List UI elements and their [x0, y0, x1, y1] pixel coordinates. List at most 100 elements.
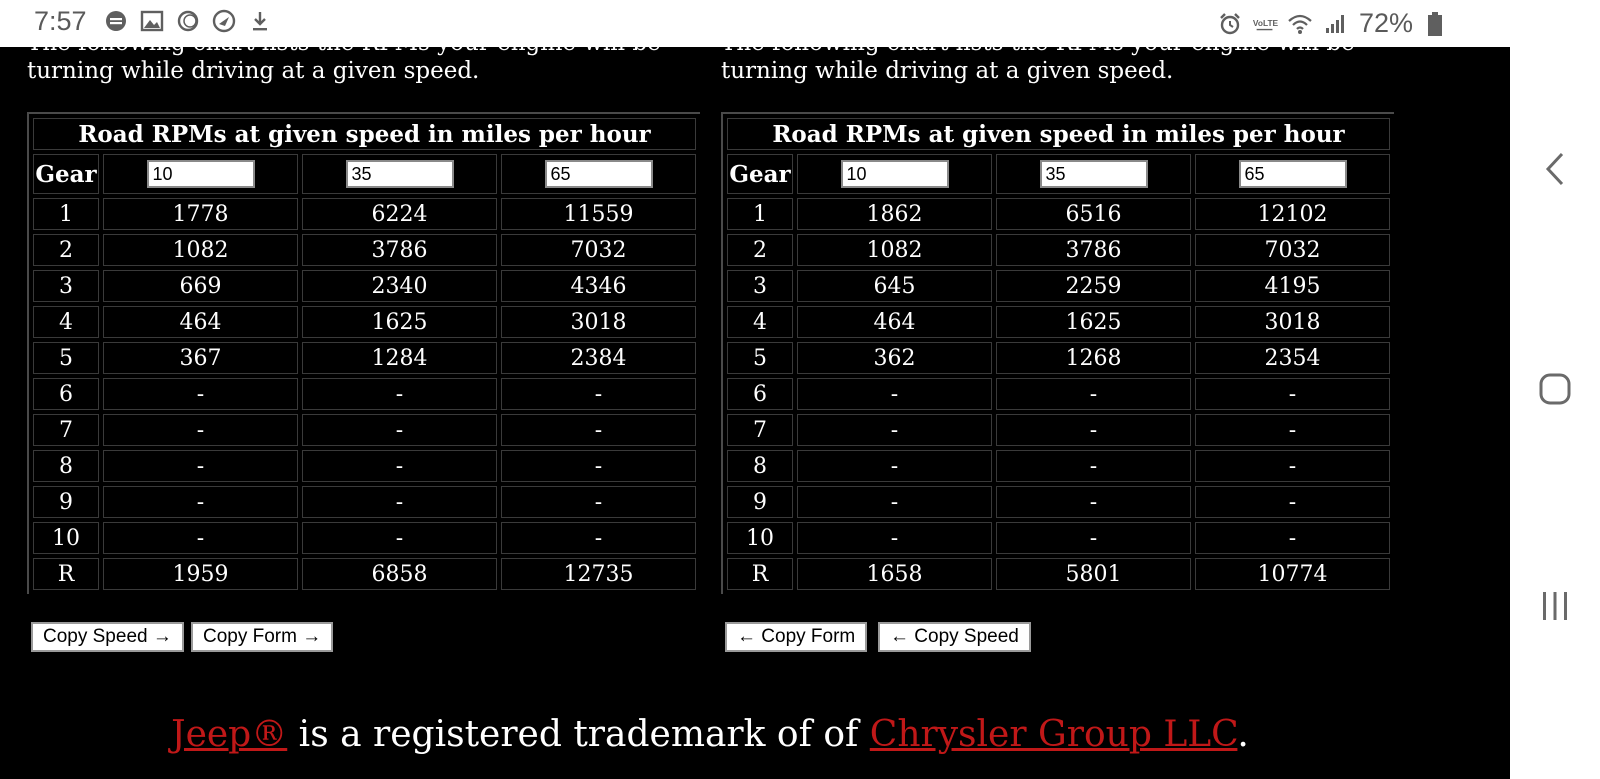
table-row: 2 1082 3786 7032: [33, 234, 696, 266]
jeep-link[interactable]: Jeep®: [171, 714, 288, 755]
gear-header: Gear: [727, 154, 793, 194]
rpm-cell: 1959: [103, 558, 298, 590]
table-row: 4 464 1625 3018: [33, 306, 696, 338]
gear-cell: 7: [33, 414, 99, 446]
status-right-icons: VoLTE 72%: [1217, 8, 1448, 39]
copy-form-left-button[interactable]: ← Copy Form: [725, 622, 868, 652]
rpm-cell: -: [996, 414, 1191, 446]
copy-form-right-button[interactable]: Copy Form →: [191, 622, 334, 652]
rpm-cell: -: [103, 450, 298, 482]
wifi-icon: [1287, 11, 1313, 37]
intro-text-right: The following chart lists the RPMs your …: [721, 47, 1355, 84]
table-row: R 1658 5801 10774: [727, 558, 1390, 590]
gear-cell: R: [33, 558, 99, 590]
table-row: 2 1082 3786 7032: [727, 234, 1390, 266]
gear-cell: 4: [727, 306, 793, 338]
gear-cell: 3: [33, 270, 99, 302]
rpm-cell: 2340: [302, 270, 497, 302]
rpm-cell: 12102: [1195, 198, 1390, 230]
rpm-cell: -: [1195, 414, 1390, 446]
footer-period: .: [1237, 714, 1249, 755]
speed-input-1[interactable]: [1039, 160, 1148, 188]
gear-cell: 1: [33, 198, 99, 230]
recents-icon[interactable]: [1532, 583, 1578, 629]
rpm-cell: 6516: [996, 198, 1191, 230]
alarm-icon: [1217, 11, 1243, 37]
rpm-cell: -: [302, 450, 497, 482]
table-row: 3 645 2259 4195: [727, 270, 1390, 302]
rpm-cell: -: [1195, 486, 1390, 518]
gear-cell: 4: [33, 306, 99, 338]
web-content: The following chart lists the RPMs your …: [0, 47, 1510, 779]
speed-input-0[interactable]: [146, 160, 255, 188]
rpm-cell: -: [302, 378, 497, 410]
gear-cell: 6: [727, 378, 793, 410]
rpm-cell: 12735: [501, 558, 696, 590]
gear-cell: 9: [33, 486, 99, 518]
rpm-cell: -: [103, 378, 298, 410]
back-icon[interactable]: [1532, 146, 1578, 192]
rpm-cell: -: [501, 486, 696, 518]
rpm-table-left: Road RPMs at given speed in miles per ho…: [27, 112, 700, 594]
rpm-cell: -: [1195, 522, 1390, 554]
speed-input-cell: [797, 154, 992, 194]
rpm-cell: 7032: [1195, 234, 1390, 266]
gear-cell: 8: [727, 450, 793, 482]
status-time: 7:57: [34, 6, 87, 36]
signal-icon: [1322, 11, 1348, 37]
rpm-cell: -: [797, 414, 992, 446]
rpm-cell: 1625: [996, 306, 1191, 338]
gear-cell: R: [727, 558, 793, 590]
rpm-cell: 2259: [996, 270, 1191, 302]
rpm-cell: 1778: [103, 198, 298, 230]
table-row: 7---: [33, 414, 696, 446]
gear-cell: 9: [727, 486, 793, 518]
table-row: R 1959 6858 12735: [33, 558, 696, 590]
copy-speed-left-button[interactable]: ← Copy Speed: [878, 622, 1031, 652]
speed-input-0[interactable]: [840, 160, 949, 188]
rpm-cell: 3786: [302, 234, 497, 266]
table-title: Road RPMs at given speed in miles per ho…: [727, 118, 1390, 150]
rpm-cell: 6224: [302, 198, 497, 230]
speed-input-2[interactable]: [1238, 160, 1347, 188]
rpm-cell: 362: [797, 342, 992, 374]
status-bar: 7:57 VoLTE 72%: [0, 0, 1600, 47]
gear-cell: 5: [727, 342, 793, 374]
battery-percent: 72%: [1358, 8, 1413, 38]
rpm-cell: -: [501, 414, 696, 446]
gear-cell: 2: [33, 234, 99, 266]
rpm-cell: -: [996, 450, 1191, 482]
gear-cell: 2: [727, 234, 793, 266]
download-icon: [247, 8, 273, 34]
speed-input-cell: [302, 154, 497, 194]
table-row: 3 669 2340 4346: [33, 270, 696, 302]
rpm-cell: 6858: [302, 558, 497, 590]
speed-input-1[interactable]: [345, 160, 454, 188]
rpm-cell: -: [797, 450, 992, 482]
gear-cell: 8: [33, 450, 99, 482]
table-row: 10- - -: [727, 522, 1390, 554]
rpm-cell: 3786: [996, 234, 1191, 266]
copy-speed-right-button[interactable]: Copy Speed →: [31, 622, 184, 652]
rpm-cell: -: [103, 414, 298, 446]
table-row: 10- - -: [33, 522, 696, 554]
rpm-cell: 1658: [797, 558, 992, 590]
rpm-cell: 669: [103, 270, 298, 302]
rpm-cell: 1082: [797, 234, 992, 266]
rpm-cell: 7032: [501, 234, 696, 266]
rpm-cell: -: [302, 522, 497, 554]
trademark-footer: Jeep® is a registered trademark of of Ch…: [0, 714, 1420, 755]
rpm-cell: -: [103, 486, 298, 518]
rpm-cell: 4195: [1195, 270, 1390, 302]
rpm-cell: 3018: [1195, 306, 1390, 338]
gear-cell: 7: [727, 414, 793, 446]
rpm-cell: 10774: [1195, 558, 1390, 590]
chrysler-link[interactable]: Chrysler Group LLC: [869, 714, 1238, 755]
speed-input-2[interactable]: [544, 160, 653, 188]
volte-icon: VoLTE: [1252, 11, 1278, 37]
home-icon[interactable]: [1532, 366, 1578, 412]
table-row: 1 1862 6516 12102: [727, 198, 1390, 230]
table-row: 6---: [33, 378, 696, 410]
table-row: 5 367 1284 2384: [33, 342, 696, 374]
rpm-cell: 464: [797, 306, 992, 338]
